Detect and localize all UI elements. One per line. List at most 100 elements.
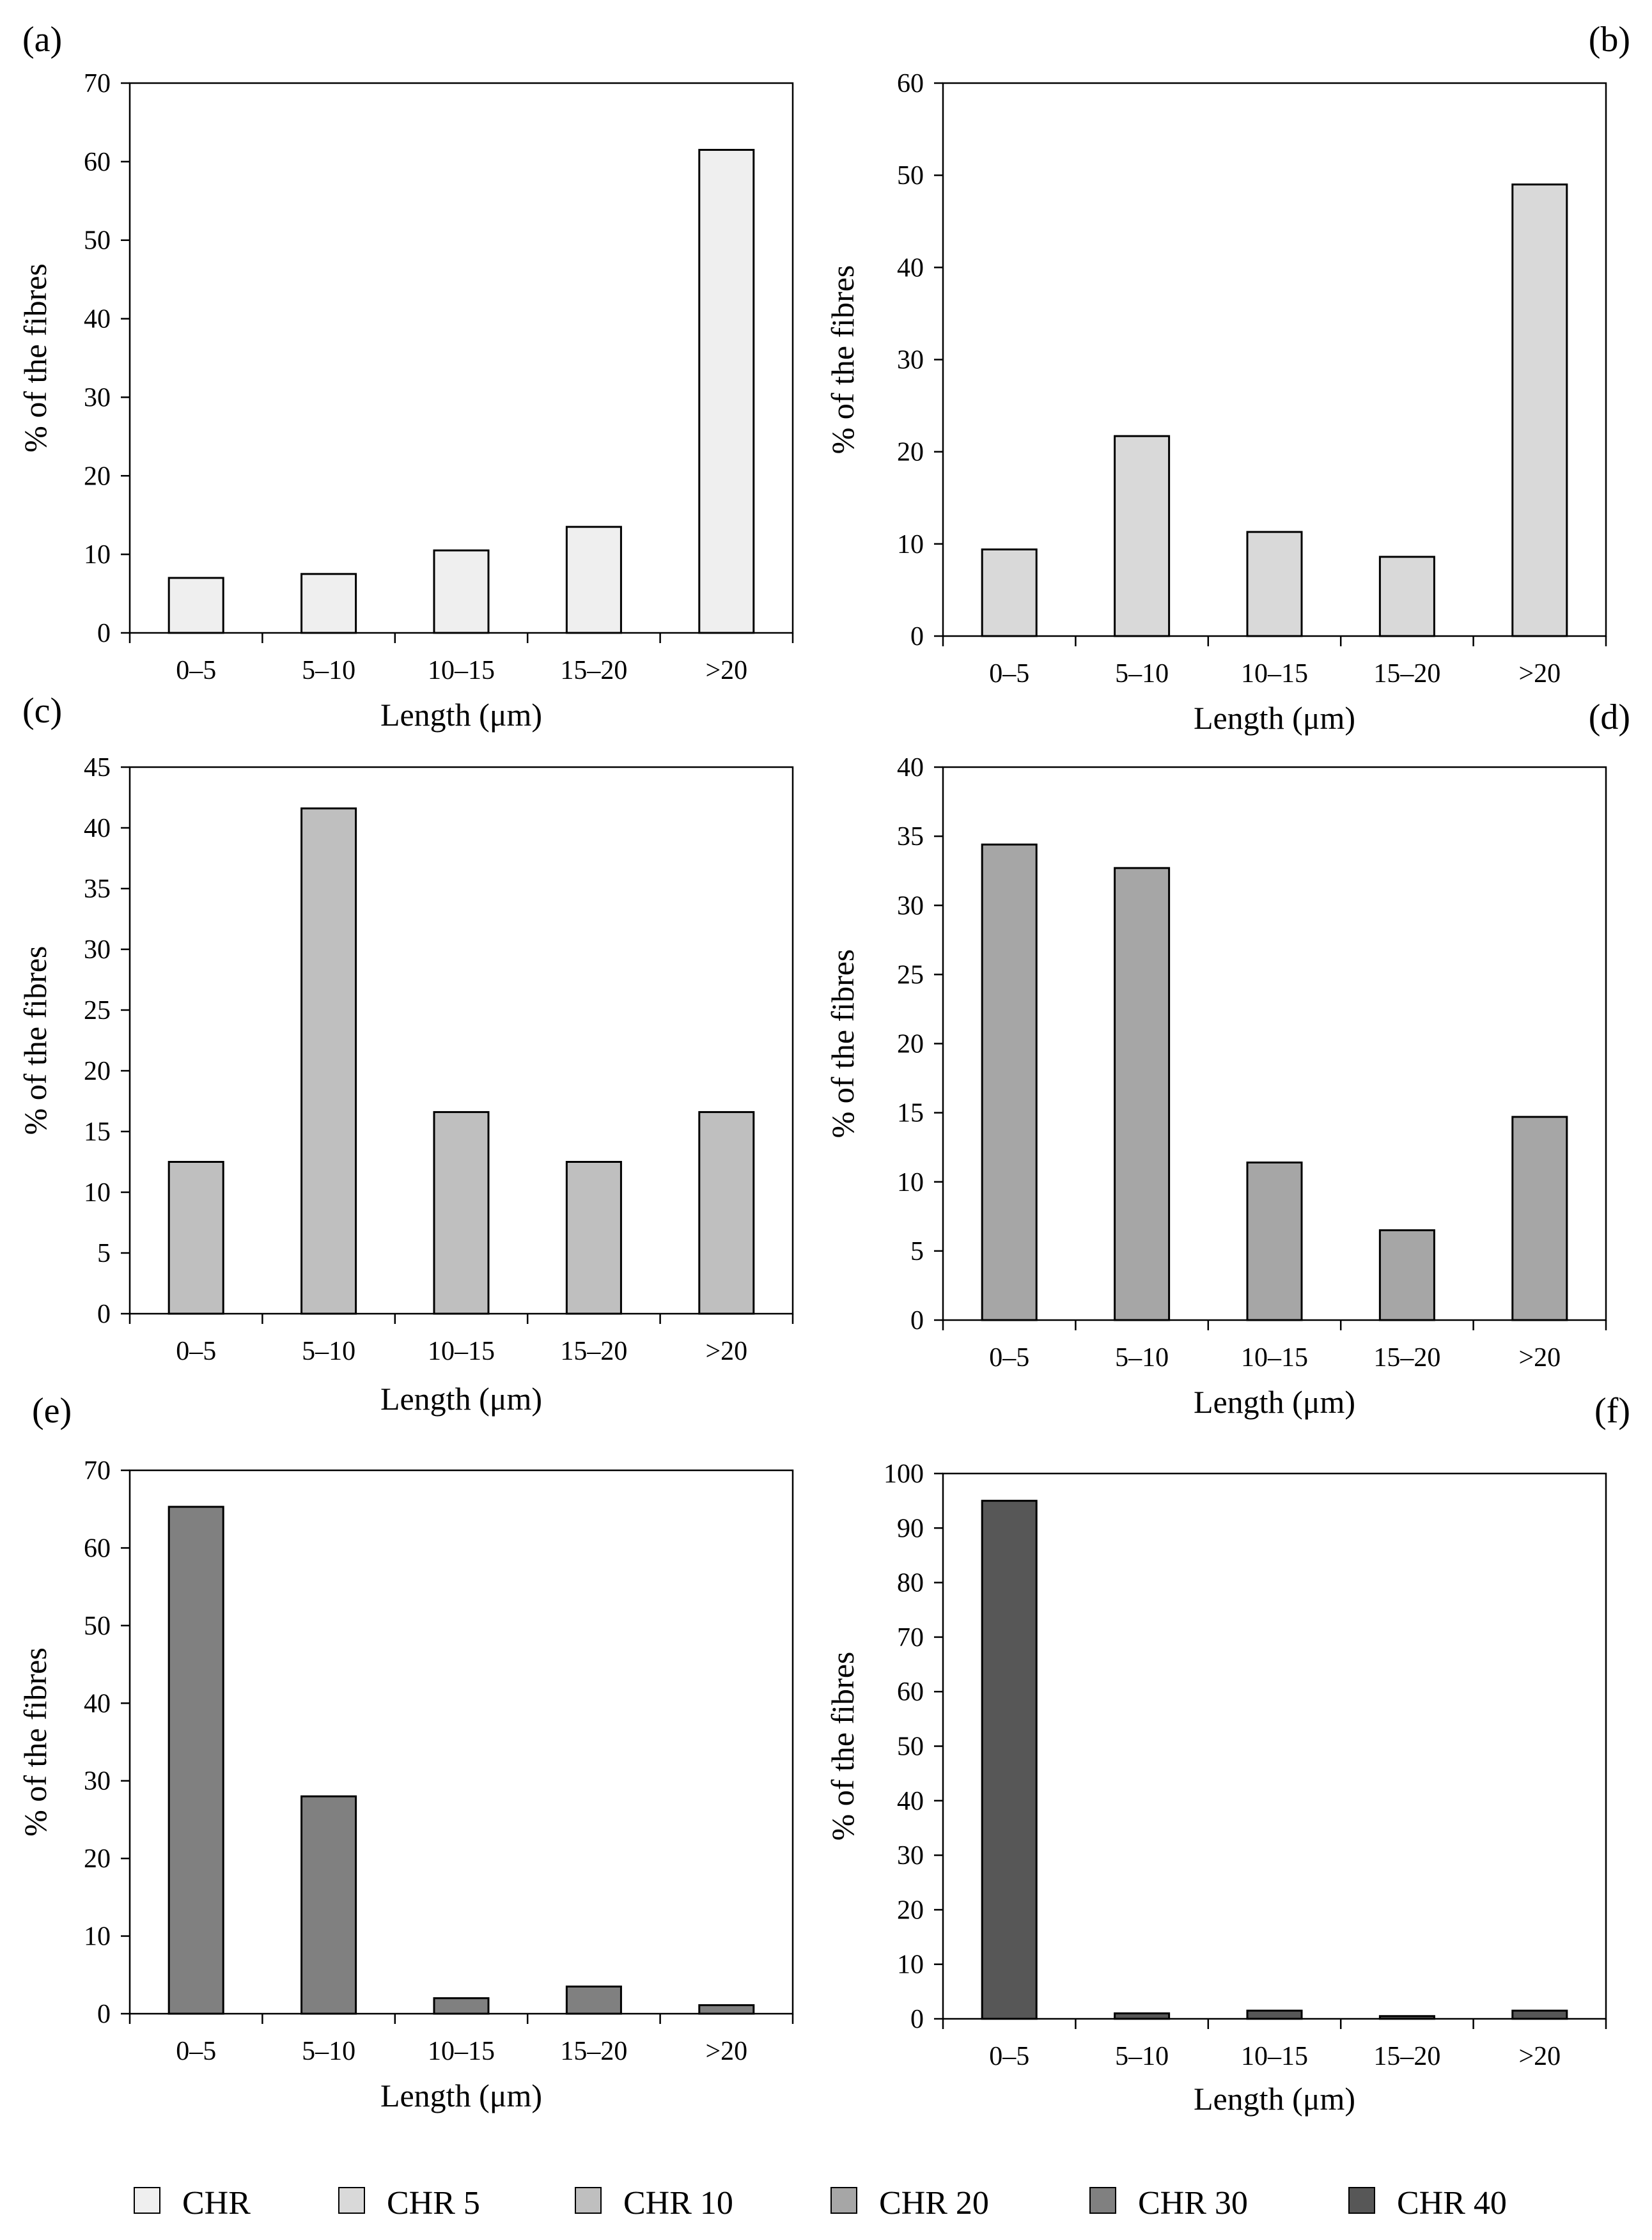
legend-label: CHR 10 [623, 2185, 733, 2221]
x-tick-label: 0–5 [989, 1343, 1029, 1373]
bar->20 [698, 1111, 755, 1315]
bar-10–15 [1246, 531, 1303, 637]
y-axis-title: % of the fibres [825, 1652, 861, 1841]
bar->20 [1511, 2009, 1568, 2020]
chart-panel-a: (a) 0 10 20 30 40 50 60 70 0–5 5–10 10–15 15–20 >20 Le… [17, 20, 794, 733]
y-tick-label: 50 [897, 161, 924, 191]
y-tick-label: 35 [84, 875, 111, 904]
y-tick-label: 50 [897, 1732, 924, 1762]
y-tick-label: 40 [84, 305, 111, 334]
x-tick-label: 15–20 [560, 2037, 627, 2066]
x-tick-label: 0–5 [989, 659, 1029, 688]
legend-swatch [338, 2187, 365, 2214]
bar-5–10 [300, 573, 357, 634]
x-tick-label: 5–10 [1115, 659, 1169, 688]
y-tick-label: 60 [897, 1677, 924, 1707]
bar-10–15 [433, 1997, 490, 2015]
x-tick-label: 15–20 [1373, 659, 1440, 688]
legend-swatch [1089, 2187, 1116, 2214]
y-tick-label: 30 [897, 891, 924, 921]
x-axis-title: Length (μm) [380, 1381, 542, 1417]
bar-15–20 [1378, 2015, 1435, 2020]
bar-5–10 [1114, 2012, 1171, 2020]
bar-0–5 [168, 577, 224, 634]
y-tick-label: 0 [97, 2000, 111, 2029]
bar-5–10 [1114, 435, 1171, 637]
y-axis-title: % of the fibres [17, 1647, 53, 1837]
y-tick-label: 40 [84, 814, 111, 843]
y-tick-label: 20 [897, 1895, 924, 1925]
x-tick-label: 10–15 [428, 2037, 495, 2066]
bar-5–10 [300, 1795, 357, 2015]
legend-label: CHR 20 [879, 2185, 989, 2221]
x-axis-title: Length (μm) [1194, 2081, 1355, 2117]
y-axis-title: % of the fibres [825, 949, 861, 1139]
y-tick-label: 0 [97, 619, 111, 648]
legend-swatch [1348, 2187, 1375, 2214]
y-tick-label: 5 [97, 1239, 111, 1268]
y-tick-label: 70 [84, 1456, 111, 1486]
panel-label: (e) [32, 1391, 72, 1431]
bar-0–5 [981, 548, 1038, 637]
y-tick-label: 60 [84, 1534, 111, 1563]
y-tick-label: 40 [84, 1689, 111, 1718]
legend-label: CHR 5 [387, 2185, 480, 2221]
plot-area [129, 1469, 794, 2015]
y-tick-label: 90 [897, 1514, 924, 1543]
bar-15–20 [1378, 556, 1435, 637]
bar-15–20 [1378, 1229, 1435, 1321]
bar-15–20 [565, 525, 622, 634]
legend-swatch [575, 2187, 602, 2214]
y-tick-label: 40 [897, 753, 924, 782]
bar-10–15 [1246, 1161, 1303, 1321]
y-tick-label: 15 [84, 1117, 111, 1147]
y-tick-label: 0 [910, 622, 924, 651]
y-tick-label: 70 [897, 1623, 924, 1653]
y-tick-label: 10 [84, 540, 111, 570]
x-tick-label: 0–5 [176, 656, 216, 685]
bar-0–5 [981, 843, 1038, 1321]
x-tick-label: 15–20 [560, 1337, 627, 1366]
y-tick-label: 50 [84, 1612, 111, 1641]
y-tick-label: 30 [897, 346, 924, 375]
bar-5–10 [1114, 867, 1171, 1321]
chart-panel-f: (f) 0 10 20 30 40 50 60 70 80 90 100 0–5 5–10 10–15 15–… [825, 1391, 1630, 2117]
y-tick-label: 30 [84, 1767, 111, 1796]
x-tick-label: 0–5 [989, 2042, 1029, 2071]
bar-15–20 [565, 1986, 622, 2015]
x-axis-title: Length (μm) [1194, 1384, 1355, 1420]
x-tick-label: 5–10 [1115, 1343, 1169, 1373]
y-tick-label: 80 [897, 1569, 924, 1598]
plot-area [942, 1472, 1607, 2020]
y-axis-title: % of the fibres [825, 265, 861, 455]
y-tick-label: 60 [84, 148, 111, 177]
y-tick-label: 10 [897, 1168, 924, 1197]
y-tick-label: 35 [897, 822, 924, 852]
x-tick-label: >20 [705, 656, 747, 685]
x-tick-label: 10–15 [1241, 1343, 1308, 1373]
bar->20 [698, 2004, 755, 2015]
bar-15–20 [565, 1161, 622, 1315]
panel-label: (b) [1589, 20, 1630, 59]
y-tick-label: 30 [84, 383, 111, 412]
panel-label: (c) [22, 691, 62, 731]
y-tick-label: 0 [910, 1306, 924, 1335]
x-tick-label: 0–5 [176, 2037, 216, 2066]
x-tick-label: >20 [1518, 659, 1561, 688]
x-tick-label: >20 [1518, 1343, 1561, 1373]
x-tick-label: >20 [705, 1337, 747, 1366]
x-tick-label: 5–10 [1115, 2042, 1169, 2071]
y-tick-label: 20 [84, 1057, 111, 1086]
chart-panel-c: (c) 0 5 10 15 20 25 30 35 40 45 0–5 5–10 10–15 15–20 >2… [17, 691, 794, 1417]
bar-0–5 [168, 1161, 224, 1315]
bar->20 [1511, 183, 1568, 637]
y-tick-label: 5 [910, 1237, 924, 1266]
y-tick-label: 40 [897, 1787, 924, 1816]
x-tick-label: 15–20 [1373, 1343, 1440, 1373]
y-tick-label: 20 [84, 462, 111, 491]
chart-panel-b: (b) 0 10 20 30 40 50 60 0–5 5–10 10–15 15–20 >20 Leng… [825, 20, 1630, 736]
y-axis-title: % of the fibres [17, 263, 53, 453]
x-tick-label: 10–15 [428, 656, 495, 685]
y-tick-label: 30 [897, 1841, 924, 1871]
